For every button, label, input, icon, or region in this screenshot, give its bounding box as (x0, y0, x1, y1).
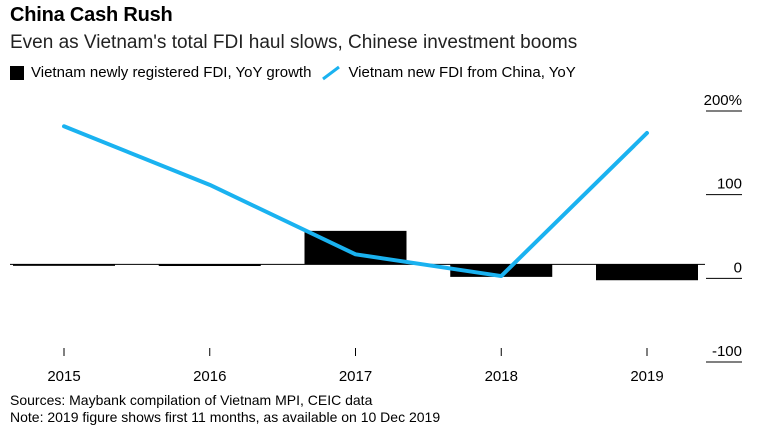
x-tick-label-2018: 2018 (485, 368, 518, 385)
x-tick-label-2017: 2017 (339, 368, 372, 385)
chart-title: China Cash Rush (10, 4, 173, 26)
legend-bar-label: Vietnam newly registered FDI, YoY growth (31, 64, 312, 81)
x-tick-label-2015: 2015 (47, 368, 80, 385)
y-axis: 200% 100 0 -100 (704, 92, 742, 363)
x-tick-label-2016: 2016 (193, 368, 226, 385)
china-fdi-points (63, 126, 648, 277)
chart-subtitle: Even as Vietnam's total FDI haul slows, … (10, 32, 578, 53)
legend-bar-swatch (10, 65, 24, 80)
legend-item-line: Vietnam new FDI from China, YoY (321, 64, 576, 81)
y-tick-label: 0 (734, 259, 742, 276)
x-axis: 2015 2016 2017 2018 2019 (47, 348, 664, 385)
footer-sources: Sources: Maybank compilation of Vietnam … (10, 392, 373, 408)
bar-2016 (158, 264, 261, 267)
y-tick-label: 200% (704, 92, 742, 109)
bar-2015 (13, 264, 115, 266)
y-tick-label: -100 (712, 343, 742, 360)
legend-item-bar: Vietnam newly registered FDI, YoY growth (10, 64, 311, 81)
china-fdi-line (62, 124, 649, 279)
bar-2019 (596, 264, 698, 281)
legend-line-label: Vietnam new FDI from China, YoY (348, 64, 576, 81)
y-tick-label: 100 (717, 176, 742, 193)
legend: Vietnam newly registered FDI, YoY growth… (10, 64, 586, 81)
footer-note: Note: 2019 figure shows first 11 months,… (10, 409, 441, 425)
x-tick-label-2019: 2019 (630, 368, 663, 385)
legend-line-swatch (322, 65, 341, 80)
